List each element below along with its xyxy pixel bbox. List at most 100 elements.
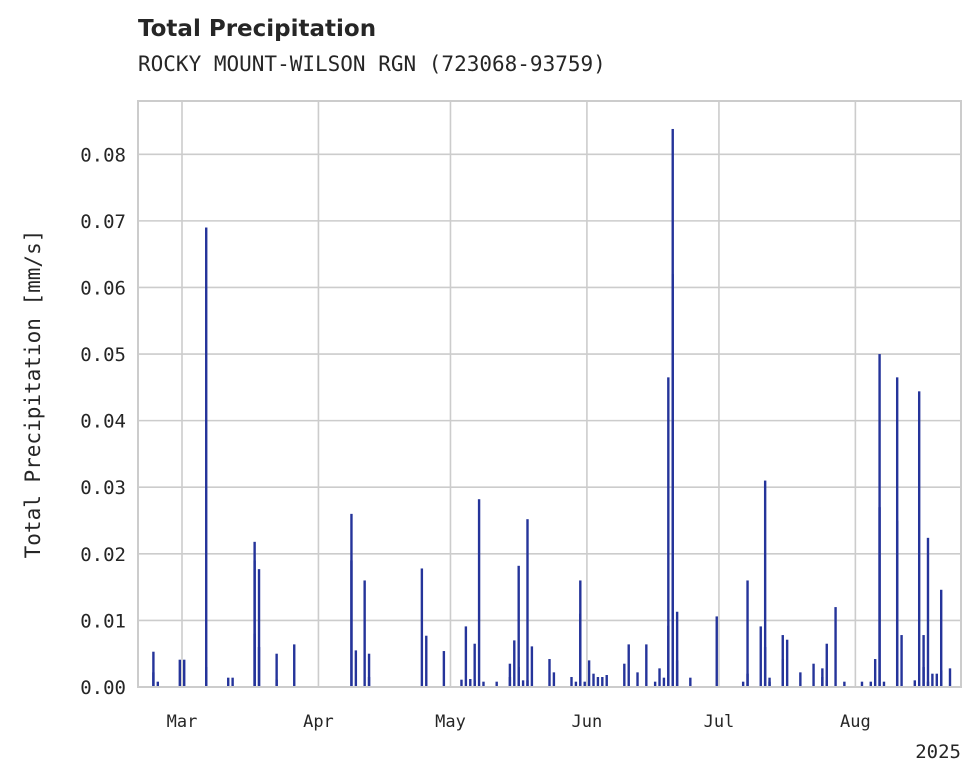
precipitation-bar (526, 680, 529, 687)
precipitation-bar (587, 660, 591, 687)
precipitation-bar (653, 681, 657, 687)
chart-title: Total Precipitation (138, 16, 377, 42)
precipitation-bar (363, 580, 366, 687)
y-tick-label: 0.02 (80, 544, 126, 566)
precipitation-bar (227, 677, 230, 687)
precipitation-bar (183, 659, 186, 687)
precipitation-bar (420, 568, 424, 687)
precipitation-bar (574, 681, 578, 687)
y-axis-ticks: 0.00 0.01 0.02 0.03 0.04 0.05 0.06 0.07 0.08 (80, 144, 126, 699)
precipitation-bar (205, 227, 208, 688)
precipitation-bar (878, 507, 881, 687)
precipitation-bar (689, 677, 692, 687)
precipitation-bar (763, 480, 767, 687)
plot-frame (137, 100, 962, 688)
precipitation-bar (623, 663, 626, 687)
x-axis-ticks: Mar Apr May Jun Jul Aug (167, 712, 871, 732)
y-tick-label: 0.05 (80, 344, 126, 366)
precipitation-bar (257, 569, 261, 687)
y-tick-label: 0.00 (80, 677, 126, 699)
grid-lines (138, 101, 961, 688)
precipitation-bar (658, 668, 661, 687)
precipitation-bar (513, 640, 516, 687)
precipitation-bar (821, 668, 824, 687)
y-axis-label: Total Precipitation [mm/s] (21, 230, 45, 559)
precipitation-bar (926, 537, 930, 687)
precipitation-bar (350, 560, 353, 687)
precipitation-bar (508, 663, 512, 687)
precipitation-bar (715, 616, 718, 687)
precipitation-bar (583, 681, 586, 687)
precipitation-bar (900, 635, 903, 687)
x-tick-label: Jun (572, 712, 603, 732)
precipitation-bar (530, 646, 534, 687)
x-tick-label: Jul (704, 712, 735, 732)
y-tick-label: 0.06 (80, 277, 126, 299)
y-tick-label: 0.01 (80, 610, 126, 632)
precipitation-bar (636, 672, 639, 687)
precipitation-bar (152, 651, 155, 687)
precipitation-bar (425, 635, 428, 687)
precipitation-bar (367, 653, 371, 687)
precipitation-bar (913, 680, 916, 687)
precipitation-bar (948, 668, 952, 687)
precipitation-bar (367, 677, 371, 687)
year-label: 2025 (915, 741, 961, 763)
precipitation-bar (671, 274, 674, 687)
precipitation-bar (231, 677, 234, 687)
precipitation-bar (517, 667, 520, 687)
y-tick-label: 0.04 (80, 411, 126, 433)
precipitation-bar (253, 560, 256, 687)
precipitation-bar (570, 677, 573, 687)
data-bars (152, 128, 952, 688)
precipitation-bar (548, 659, 551, 687)
precipitation-bar (825, 680, 828, 687)
precipitation-bar (579, 613, 582, 687)
precipitation-bar (293, 644, 296, 687)
precipitation-bar (768, 681, 771, 687)
precipitation-bar (354, 650, 358, 687)
precipitation-bar (508, 677, 512, 687)
y-tick-label: 0.08 (80, 144, 126, 166)
y-tick-label: 0.07 (80, 211, 126, 233)
precipitation-bar (843, 681, 846, 687)
precipitation-bar (667, 377, 670, 687)
precipitation-bar (464, 626, 468, 687)
precipitation-bar (781, 659, 784, 687)
precipitation-bar (473, 680, 476, 687)
precipitation-bar (275, 653, 278, 687)
precipitation-bar (922, 635, 925, 687)
precipitation-bar (869, 681, 872, 687)
precipitation-bar (746, 580, 749, 687)
precipitation-bar (442, 651, 446, 687)
precipitation-bar (477, 499, 481, 687)
precipitation-bar (627, 644, 630, 687)
precipitation-bar (178, 659, 182, 687)
y-tick-label: 0.03 (80, 477, 126, 499)
precipitation-bar (675, 611, 679, 687)
precipitation-bar (662, 677, 666, 687)
precipitation-bar (917, 391, 921, 687)
precipitation-bar (939, 589, 943, 687)
precipitation-bar (812, 663, 815, 687)
precipitation-bar (517, 565, 520, 687)
x-tick-label: Aug (840, 712, 871, 732)
precipitation-bar (935, 673, 938, 687)
precipitation-bar (645, 644, 648, 687)
precipitation-bar (257, 647, 261, 687)
precipitation-bar (746, 673, 749, 687)
precipitation-bar (473, 643, 476, 687)
precipitation-bar (939, 670, 943, 687)
precipitation-bar (482, 681, 485, 687)
precipitation-bar (759, 626, 762, 687)
precipitation-bar (495, 681, 498, 687)
precipitation-bar (469, 679, 472, 687)
x-tick-label: Apr (303, 712, 334, 732)
precipitation-bar (552, 672, 556, 687)
precipitation-bar (931, 673, 934, 687)
precipitation-bar (592, 673, 595, 687)
precipitation-bar (926, 681, 930, 687)
precipitation-bar (596, 677, 600, 687)
chart-subtitle: ROCKY MOUNT-WILSON RGN (723068-93759) (138, 52, 606, 76)
